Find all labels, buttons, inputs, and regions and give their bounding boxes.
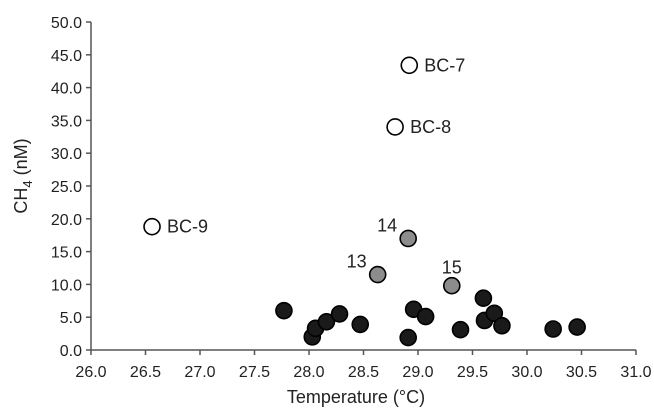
data-point-filled [451, 320, 470, 339]
y-tick-label: 15.0 [51, 245, 82, 262]
data-point-label: BC-9 [167, 217, 208, 237]
x-tick-label: 28.0 [293, 364, 324, 381]
data-point-filled [330, 305, 349, 323]
y-tick-label: 0.0 [60, 343, 82, 360]
y-axis-label-subscript: 4 [20, 180, 35, 187]
y-axis-label: CH4 (nM) [11, 138, 35, 213]
data-point-open [143, 217, 161, 236]
data-point-gray [368, 265, 387, 284]
data-point-label: BC-8 [410, 117, 451, 137]
y-tick-label: 35.0 [51, 113, 82, 130]
data-point-label: BC-7 [424, 55, 465, 75]
data-point-open [386, 118, 404, 136]
y-tick-label: 45.0 [51, 48, 82, 65]
data-point-label: 14 [377, 215, 397, 235]
data-point-filled [317, 312, 336, 331]
data-point-label: 13 [347, 252, 367, 272]
data-point-gray [399, 229, 417, 248]
x-tick-label: 28.5 [348, 364, 379, 381]
y-tick-label: 40.0 [51, 81, 82, 98]
data-points [143, 56, 586, 347]
y-ticks: 0.0 5.0 10.0 15.0 20.0 25.0 30.0 35.0 40.0 45.0 50… [51, 15, 91, 360]
x-tick-label: 30.0 [511, 364, 542, 381]
x-tick-label: 27.0 [184, 364, 215, 381]
y-tick-label: 30.0 [51, 146, 82, 163]
y-axis-label-main: CH [11, 188, 31, 214]
y-tick-label: 5.0 [60, 310, 82, 327]
y-tick-label: 10.0 [51, 277, 82, 294]
data-point-gray [442, 276, 461, 295]
x-tick-label: 27.5 [239, 364, 270, 381]
axes [90, 22, 636, 351]
data-point-filled [493, 316, 511, 335]
data-point-filled [485, 304, 504, 323]
data-point-filled [275, 301, 293, 320]
x-tick-label: 30.5 [566, 364, 597, 381]
data-point-open [400, 56, 419, 75]
x-tick-label: 29.0 [402, 364, 433, 381]
data-point-filled [416, 307, 435, 326]
x-tick-label: 31.0 [620, 364, 651, 381]
x-tick-label: 29.5 [457, 364, 488, 381]
y-tick-label: 50.0 [51, 15, 82, 32]
data-point-filled [474, 289, 493, 307]
y-tick-label: 20.0 [51, 212, 82, 229]
data-point-filled [399, 328, 417, 347]
y-tick-label: 25.0 [51, 179, 82, 196]
x-tick-label: 26.5 [130, 364, 161, 381]
data-point-filled [544, 320, 562, 338]
y-axis-label-unit: (nM) [11, 138, 31, 180]
x-tick-label: 26.0 [75, 364, 106, 381]
data-point-label: 15 [442, 258, 462, 278]
point-labels: BC-7 BC-8 BC-9 14 13 15 [167, 55, 465, 277]
data-point-filled [568, 318, 586, 336]
x-axis-label: Temperature (°C) [287, 387, 425, 407]
data-point-filled [351, 315, 370, 334]
x-ticks: 26.0 26.5 27.0 27.5 28.0 28.5 29.0 29.5 30.0 30.5… [75, 350, 652, 381]
